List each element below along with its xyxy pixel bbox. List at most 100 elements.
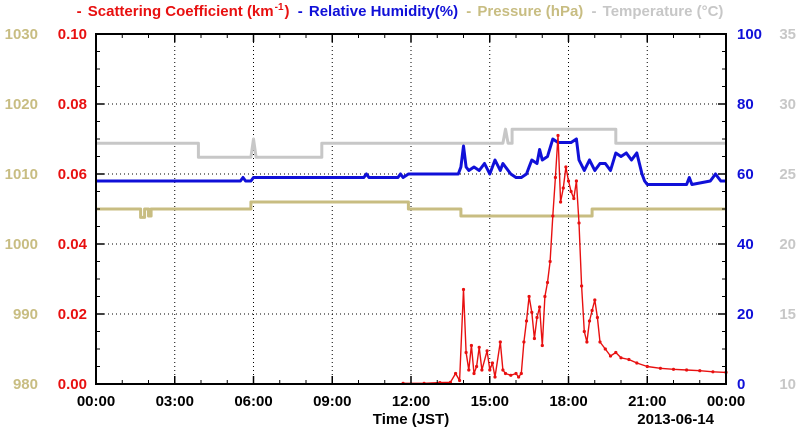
scattering-point [598,340,602,344]
temperature-tick-label: 20 [779,236,796,253]
pressure-tick-label: 1020 [5,96,38,113]
scattering-point [458,378,462,383]
scattering-point [559,200,563,204]
scattering-tick-label: 0.04 [58,236,88,253]
x-tick-label: 21:00 [628,393,666,410]
scattering-point [493,375,497,379]
legend-suffix: ) [284,3,290,20]
temperature-tick-label: 15 [779,306,796,323]
scattering-point [566,179,571,183]
x-tick-label: 00:00 [77,393,115,410]
legend-dash: - [297,3,303,20]
grid-lines [96,34,726,384]
scattering-point [548,259,552,264]
scattering-point [480,368,484,372]
x-axis-label: Time (JST) [373,411,449,428]
legend-dash: - [591,3,597,20]
x-tick-label: 15:00 [471,393,509,410]
scattering-point [572,196,576,201]
scattering-point [535,315,539,320]
scattering-point [574,179,579,183]
scattering-point [472,371,476,376]
scattering-point [619,356,623,360]
scattering-point [590,308,594,313]
scattering-point [517,375,521,379]
scattering-point [509,373,513,377]
x-tick-label: 00:00 [707,393,745,410]
scattering-point [498,340,502,344]
pressure-tick-label: 1030 [5,26,38,43]
scattering-point [698,369,702,373]
scattering-point [658,366,663,370]
humidity-tick-label: 80 [737,96,754,113]
scattering-point [488,368,492,372]
temperature-tick-label: 35 [779,26,796,43]
legend-label: Pressure (hPa) [477,3,584,20]
scattering-point [469,343,473,348]
x-tick-label: 18:00 [549,393,587,410]
scattering-point [475,364,479,369]
scattering-point [543,294,547,299]
series-line-pressure [96,200,726,219]
x-tick-label: 12:00 [392,393,430,410]
scattering-point [595,315,600,320]
date-label: 2013-06-14 [637,411,714,428]
legend-superscript: -1 [274,2,284,13]
scattering-point [685,368,689,372]
humidity-tick-label: 20 [737,306,754,323]
scattering-point [477,345,481,349]
temperature-tick-label: 25 [779,166,796,183]
x-tick-label: 06:00 [234,393,272,410]
humidity-tick-label: 100 [737,26,762,43]
temperature-tick-label: 30 [779,96,796,113]
scattering-point [580,284,584,288]
scattering-point [503,371,508,376]
x-tick-label: 03:00 [156,393,194,410]
temperature-tick-label: 10 [779,376,796,393]
legend-item-pressure: - Pressure (hPa) [465,3,588,20]
scattering-point [671,367,676,371]
legend-dash: - [466,3,472,20]
scattering-point [467,368,471,372]
scattering-point [490,361,494,365]
scattering-point [545,280,550,285]
legend-item-temperature: - Temperature (°C) [590,3,724,20]
tick-labels: 00:00 03:00 06:00 09:00 12:00 15:00 18:00 21:00… [5,26,796,410]
scattering-point [454,371,458,376]
legend-label: Scattering Coefficient (km [87,3,274,20]
scattering-point [514,371,518,376]
scattering-tick-label: 0.08 [58,96,87,113]
scattering-tick-label: 0.06 [58,166,87,183]
scattering-point [608,354,613,358]
series-layer [96,127,728,385]
legend-label: Temperature (°C) [602,3,724,20]
scattering-point [551,214,555,218]
scattering-point [645,364,649,369]
scattering-point [585,340,589,344]
legend-item-scattering: - Scattering Coefficient (km-1) [76,2,295,20]
pressure-tick-label: 980 [13,376,38,393]
legend-label: Relative Humidity(%) [308,3,459,20]
scattering-point [569,189,573,194]
humidity-tick-label: 40 [737,236,754,253]
scattering-point [561,186,565,190]
series-line-relative-humidity [96,137,726,186]
legend-item-humidity: - Relative Humidity(%) [297,3,464,20]
scattering-point [540,343,544,348]
scattering-point [532,336,537,341]
scattering-point [614,350,618,355]
scattering-point [524,319,529,323]
scattering-point [577,221,581,225]
scattering-point [485,349,489,353]
pressure-tick-label: 1010 [5,166,38,183]
scattering-point [553,175,558,180]
humidity-tick-label: 60 [737,166,754,183]
scattering-tick-label: 0.02 [58,306,87,323]
scattering-point [530,310,534,314]
pressure-tick-label: 990 [13,306,38,323]
scattering-point [501,368,505,372]
chart-legend: - Scattering Coefficient (km-1) - Relati… [0,2,800,20]
legend-dash: - [76,3,82,20]
scattering-point [593,298,597,302]
